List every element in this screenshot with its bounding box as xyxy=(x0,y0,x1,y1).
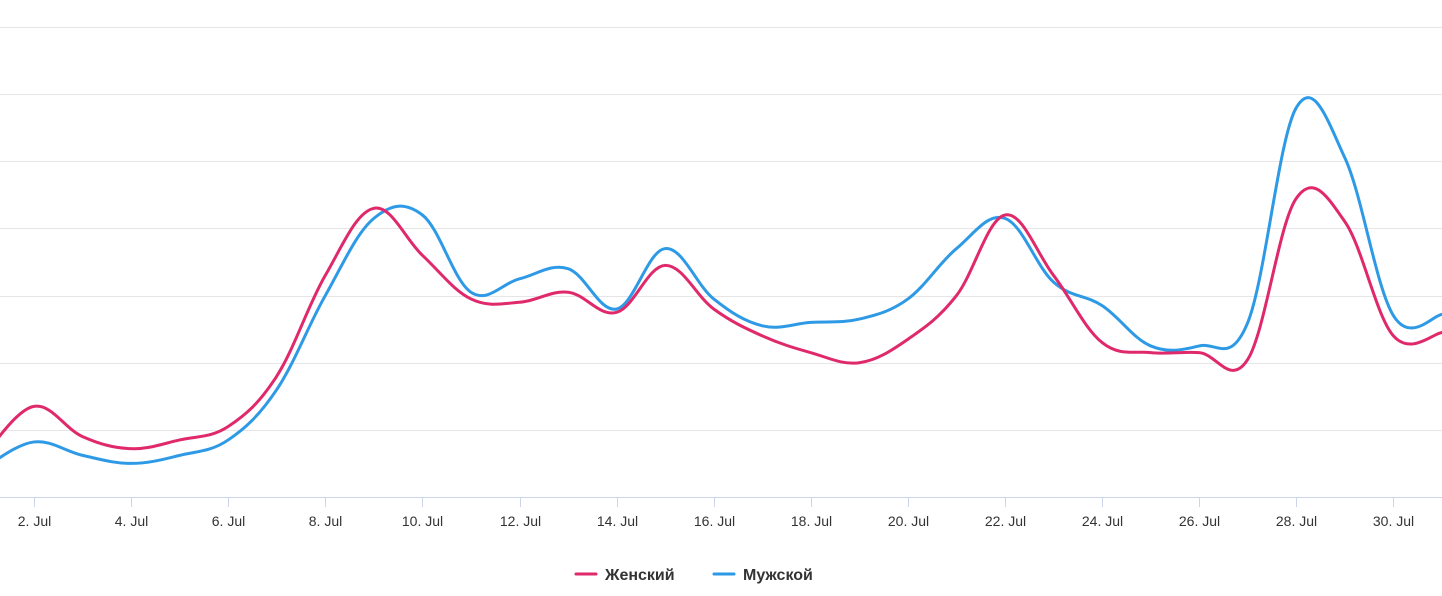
x-tick-label: 6. Jul xyxy=(212,513,245,529)
x-tick-label: 30. Jul xyxy=(1373,513,1414,529)
grid xyxy=(0,27,1442,431)
x-tick-label: 12. Jul xyxy=(500,513,541,529)
legend-item-female[interactable]: Женский xyxy=(574,567,675,584)
legend-label: Женский xyxy=(604,567,675,584)
x-axis-ticks: 2. Jul 4. Jul 6. Jul 8. Jul 10. Jul 12. Jul 14… xyxy=(18,497,1414,529)
legend-item-male[interactable]: Мужской xyxy=(712,567,813,584)
x-tick-label: 22. Jul xyxy=(985,513,1026,529)
x-tick-label: 16. Jul xyxy=(694,513,735,529)
series-line-male xyxy=(0,96,1442,465)
legend: Женский Мужской xyxy=(574,567,813,584)
x-tick-label: 24. Jul xyxy=(1082,513,1123,529)
x-tick-label: 28. Jul xyxy=(1276,513,1317,529)
series-layer xyxy=(0,96,1442,465)
x-tick-label: 14. Jul xyxy=(597,513,638,529)
x-tick-label: 26. Jul xyxy=(1179,513,1220,529)
legend-label: Мужской xyxy=(743,567,813,584)
x-tick-label: 2. Jul xyxy=(18,513,51,529)
x-tick-label: 18. Jul xyxy=(791,513,832,529)
x-tick-label: 20. Jul xyxy=(888,513,929,529)
series-line-female xyxy=(0,186,1442,451)
x-tick-label: 10. Jul xyxy=(402,513,443,529)
x-tick-label: 8. Jul xyxy=(309,513,342,529)
x-tick-label: 4. Jul xyxy=(115,513,148,529)
